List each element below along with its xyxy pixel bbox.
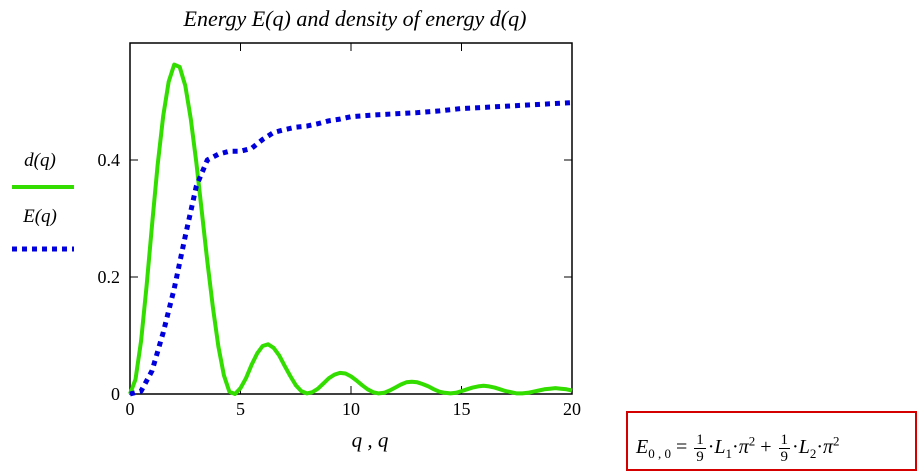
term1-var: L (714, 436, 726, 459)
formula-dot: · (816, 436, 823, 459)
formula-dot: · (792, 436, 799, 459)
frac2-den: 9 (780, 449, 789, 465)
formula-dot: · (707, 436, 715, 459)
exp1: 2 (748, 433, 756, 449)
frac1-den: 9 (696, 449, 704, 465)
legend-swatch-d (12, 185, 74, 189)
pi-symbol: π (823, 436, 834, 459)
formula-plus: + (760, 436, 772, 459)
chart-title: Energy E(q) and density of energy d(q) (183, 6, 527, 31)
term2-var: L (798, 436, 810, 459)
frac1-num: 1 (694, 432, 706, 449)
x-axis-label: q , q (351, 428, 389, 452)
x-tick-label: 0 (126, 399, 135, 419)
formula-equals: = (675, 436, 688, 459)
plot-frame (129, 42, 573, 395)
formula: E0 , 0 = 1 9 ·L1·π2 + 1 9 ·L2·π2 (636, 432, 840, 465)
plot-area: 0 5 10 15 20 0 0.2 0.4 (98, 42, 581, 419)
frac2-num: 1 (778, 432, 791, 449)
formula-lhs-symbol: E (636, 436, 649, 459)
term2-sub: 2 (809, 446, 817, 462)
y-tick-label: 0.2 (98, 267, 121, 287)
x-tick-label: 10 (342, 399, 360, 419)
term1-sub: 1 (725, 446, 733, 462)
y-tick-label: 0 (111, 384, 120, 404)
pi-symbol: π (738, 436, 749, 459)
exp2: 2 (833, 433, 840, 449)
x-tick-label: 15 (453, 399, 471, 419)
y-tick-label: 0.4 (98, 150, 121, 170)
series-line-d (128, 62, 573, 396)
series-line-e (129, 100, 573, 397)
formula-dot: · (732, 436, 739, 459)
legend-label-e: E(q) (23, 206, 57, 227)
legend-swatch-e (12, 246, 74, 252)
x-tick-label: 5 (236, 399, 245, 419)
legend-label-d: d(q) (24, 150, 56, 171)
formula-lhs-sub: 0 , 0 (648, 446, 671, 462)
formula-box: E0 , 0 = 1 9 ·L1·π2 + 1 9 ·L2·π2 (626, 411, 917, 471)
x-tick-label: 20 (563, 399, 581, 419)
